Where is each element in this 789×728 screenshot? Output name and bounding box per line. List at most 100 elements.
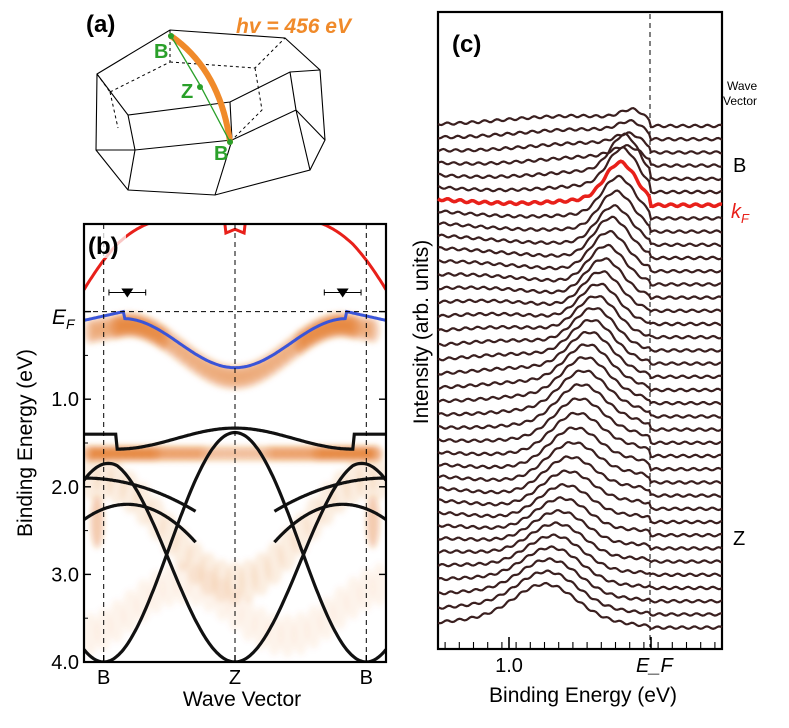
brillouin-zone-hidden-edges	[96, 30, 286, 141]
edc-spectrum	[437, 295, 723, 340]
y-tick-label: 2.0	[51, 477, 79, 499]
wave-vector-header-1: Wave	[727, 79, 758, 93]
edc-spectrum	[437, 397, 723, 446]
heatmap-faint-point	[240, 597, 257, 642]
edc-spectrum	[437, 356, 723, 406]
panel-b-xlabel: Wave Vector	[183, 688, 301, 711]
heatmap-faint-point	[345, 575, 362, 620]
band-top-cosine	[84, 426, 386, 451]
kf-markers	[108, 288, 362, 298]
label-z: Z	[181, 81, 193, 103]
edc-spectrum	[437, 469, 723, 512]
edc-spectrum	[437, 131, 723, 155]
panel-c-axes: 1.0	[444, 637, 716, 677]
point-b-top	[168, 33, 174, 39]
edc-spectrum	[437, 369, 723, 419]
kf-marker	[121, 288, 134, 298]
panel-b-label: (b)	[88, 233, 119, 260]
panel-c-frame	[436, 10, 724, 651]
heatmap-faint-point	[84, 612, 99, 657]
heatmap-faint-point	[266, 612, 283, 656]
band-cross-left	[84, 476, 197, 513]
heatmap-faint-point	[305, 605, 322, 650]
heatmap-edge-point	[366, 495, 380, 549]
right-label-kf: kF	[731, 201, 750, 226]
edc-spectrum	[437, 106, 723, 129]
edc-spectrum	[437, 441, 723, 485]
photon-energy-label: hv = 456 eV	[236, 15, 353, 38]
band-x-right	[273, 502, 386, 544]
edc-spectrum	[437, 257, 723, 301]
brillouin-zone	[95, 29, 326, 196]
edc-spectrum	[437, 545, 723, 591]
heatmap-faint-point	[148, 569, 165, 614]
kf-marker	[336, 288, 349, 298]
y-tick-label: 1.0	[51, 389, 79, 411]
edc-spectrum	[437, 146, 723, 195]
heatmap-faint-point	[135, 578, 151, 623]
heatmap-faint-point	[174, 561, 191, 606]
edc-spectrum	[437, 174, 723, 221]
heatmap-faint-point	[187, 563, 204, 607]
panel-b: 1.0 2.0 3.0 4.0 B Z B (b) EF Binding Energy (e…	[14, 222, 388, 711]
point-b-bottom	[227, 139, 233, 145]
edc-spectrum	[437, 132, 723, 182]
edc-spectrum	[437, 318, 723, 366]
edc-spectrum	[437, 270, 723, 314]
band-lines	[84, 224, 386, 662]
edc-spectrum	[437, 411, 723, 459]
y-tick-label: 3.0	[51, 564, 79, 586]
edc-spectrum	[437, 521, 723, 564]
guide-lines	[84, 224, 386, 662]
heatmap-faint-point	[108, 599, 125, 643]
wave-vector-header-2: Vector	[723, 94, 757, 108]
edc-spectrum	[437, 569, 723, 617]
panel-c: 1.0 (c) Intensity (arb. units) Binding E…	[410, 10, 758, 707]
label-b-top: B	[154, 41, 168, 63]
heatmap-faint-point	[213, 577, 230, 622]
edc-spectrum	[437, 383, 723, 432]
edc-spectrum-kf	[437, 159, 723, 209]
edc-spectrum	[437, 189, 723, 234]
arpes-intensity-map	[84, 312, 386, 658]
heatmap-faint-point	[200, 568, 217, 613]
heatmap-faint-point	[122, 589, 138, 633]
panel-b-axes: 1.0 2.0 3.0 4.0 B Z B	[51, 310, 386, 689]
heatmap-band-point	[366, 317, 380, 343]
edc-spectrum	[437, 482, 723, 525]
heatmap-faint-point	[279, 613, 296, 658]
edc-spectrum	[437, 455, 723, 498]
panel-b-label-bg	[86, 230, 126, 258]
panel-c-ylabel: Intensity (arb. units)	[410, 240, 433, 424]
edc-spectrum	[437, 496, 723, 538]
edc-spectrum	[437, 581, 723, 631]
point-z	[197, 84, 203, 90]
heatmap-faint-point	[358, 567, 375, 612]
edc-spectrum	[437, 144, 723, 168]
x-tick-label: B	[97, 667, 110, 689]
blue-band	[84, 309, 386, 370]
edc-spectrum	[437, 330, 723, 380]
cut-trajectory	[168, 33, 233, 145]
panel-b-fermi-label: EF	[52, 306, 76, 332]
right-label-z: Z	[733, 528, 745, 550]
band-cross-right	[273, 476, 386, 513]
panel-a-label: (a)	[86, 11, 115, 38]
edc-spectrum	[437, 343, 723, 393]
edc-spectrum	[437, 204, 723, 248]
band-x-left	[84, 502, 197, 544]
x-tick-label: 1.0	[495, 655, 523, 677]
y-tick-label: 4.0	[51, 652, 79, 674]
heatmap-faint-point	[371, 562, 386, 607]
edc-spectrum	[437, 557, 723, 604]
panel-c-xlabel: Binding Energy (eV)	[489, 684, 677, 707]
edc-spectra	[437, 106, 723, 631]
edc-spectrum	[437, 509, 723, 551]
panel-c-label: (c)	[452, 31, 481, 58]
x-tick-label: B	[360, 667, 373, 689]
label-b-bottom: B	[214, 143, 228, 165]
edc-spectrum	[437, 426, 723, 472]
heatmap-faint-point	[227, 587, 243, 632]
edc-spectrum	[437, 282, 723, 327]
heatmap-edge-point	[90, 495, 104, 549]
